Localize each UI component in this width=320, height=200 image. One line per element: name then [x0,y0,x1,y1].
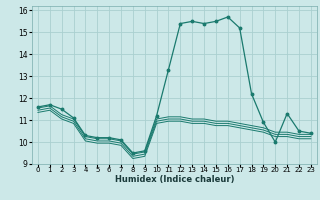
X-axis label: Humidex (Indice chaleur): Humidex (Indice chaleur) [115,175,234,184]
